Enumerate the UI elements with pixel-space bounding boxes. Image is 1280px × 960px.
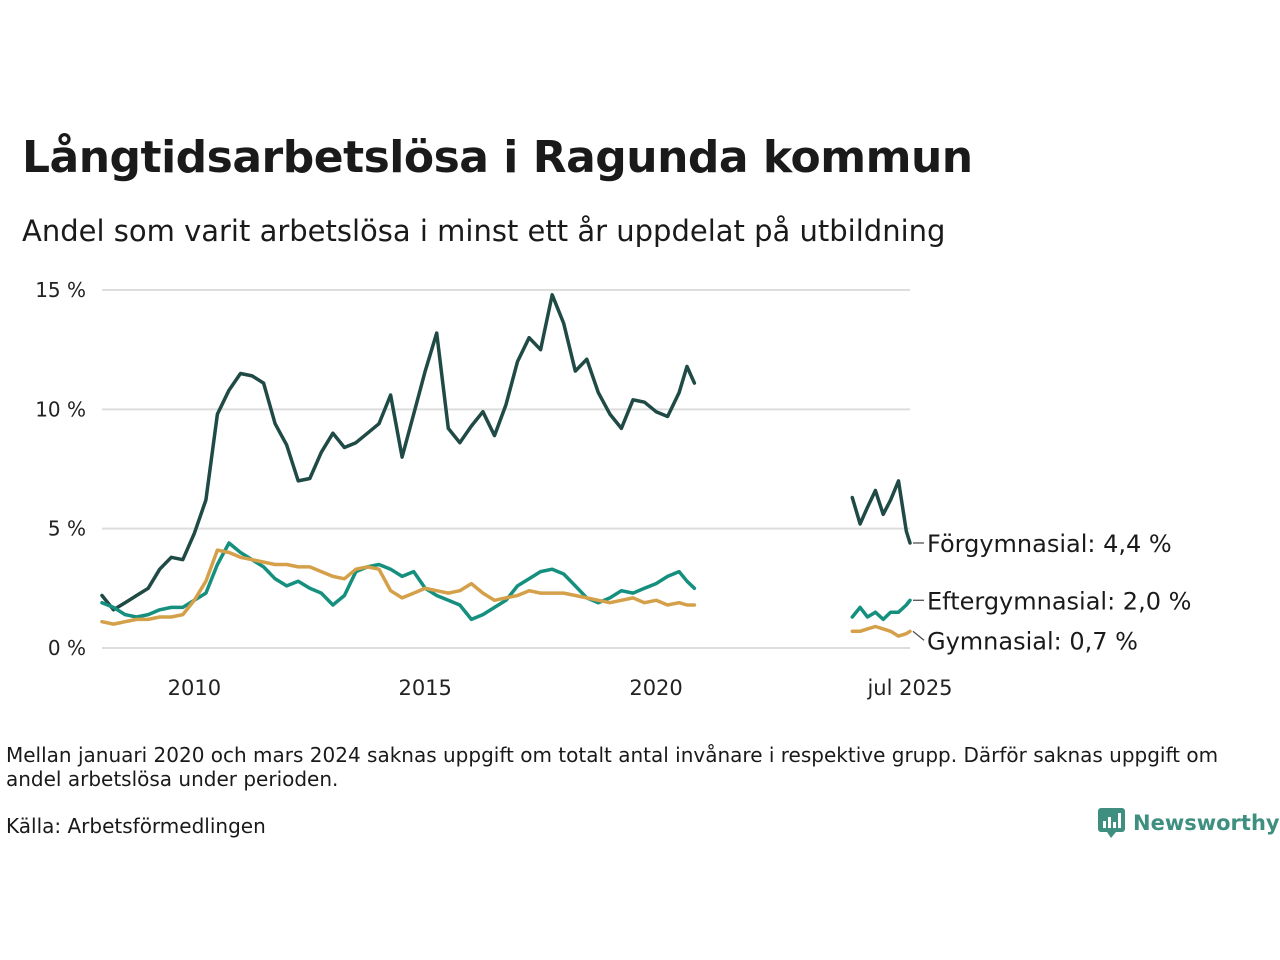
- series-line-eftergymnasial-2: [850, 598, 912, 622]
- series-lines: [100, 293, 912, 638]
- end-label-eftergymnasial: Eftergymnasial: 2,0 %: [927, 587, 1191, 615]
- footnote: Mellan januari 2020 och mars 2024 saknas…: [6, 743, 1219, 791]
- y-tick-label: 10 %: [35, 397, 86, 421]
- x-tick-label: 2010: [168, 676, 221, 700]
- y-tick-label: 0 %: [48, 636, 86, 660]
- x-tick-label: 2020: [629, 676, 682, 700]
- series-line-förgymnasial-2: [850, 479, 912, 545]
- end-labels: Förgymnasial: 4,4 % Eftergymnasial: 2,0 %…: [912, 530, 1191, 655]
- source-note: Källa: Arbetsförmedlingen: [6, 814, 266, 838]
- y-tick-label: 15 %: [35, 278, 86, 302]
- chart-subtitle: Andel som varit arbetslösa i minst ett å…: [22, 214, 946, 248]
- logo-text: Newsworthy: [1133, 811, 1280, 835]
- newsworthy-logo: Newsworthy: [1098, 808, 1280, 838]
- bar-chart-speech-bubble-icon: [1098, 808, 1125, 838]
- series-line-eftergymnasial-1: [100, 541, 697, 622]
- line-chart: 0 % 5 % 10 % 15 % 2010 2015 2020 jul 2025 Förg…: [35, 278, 1191, 700]
- series-line-gymnasial-1: [100, 548, 697, 626]
- series-line-förgymnasial-1: [100, 293, 697, 612]
- gridlines: [102, 289, 910, 649]
- x-tick-label: 2015: [398, 676, 451, 700]
- y-tick-label: 5 %: [48, 517, 86, 541]
- x-axis: 2010 2015 2020 jul 2025: [168, 676, 953, 700]
- end-label-gymnasial: Gymnasial: 0,7 %: [927, 627, 1138, 655]
- x-tick-label: jul 2025: [866, 676, 952, 700]
- chart-title: Långtidsarbetslösa i Ragunda kommun: [22, 132, 973, 183]
- leader-line-gymnasial: [912, 630, 925, 641]
- end-label-förgymnasial: Förgymnasial: 4,4 %: [927, 530, 1172, 558]
- series-line-gymnasial-2: [850, 624, 912, 638]
- y-axis: 0 % 5 % 10 % 15 %: [35, 278, 86, 660]
